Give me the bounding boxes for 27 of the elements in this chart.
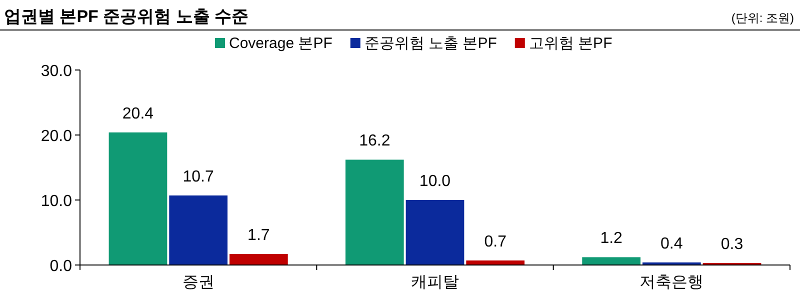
data-label: 10.7	[182, 168, 214, 186]
x-tick-label: 저축은행	[640, 274, 704, 291]
legend-label: Coverage 본PF	[229, 35, 332, 52]
bar	[108, 132, 168, 265]
legend-label: 준공위험 노출 본PF	[364, 35, 497, 52]
y-tick-label: 0.0	[50, 258, 72, 275]
chart-title: 업권별 본PF 준공위험 노출 수준	[4, 7, 249, 26]
data-label: 1.7	[248, 226, 270, 244]
bar	[582, 257, 640, 265]
data-label: 16.2	[359, 132, 390, 150]
data-label: 1.2	[600, 230, 623, 248]
data-label: 0.4	[660, 235, 683, 252]
text: (단위: 조원)	[731, 11, 794, 25]
y-tick-label: 20.0	[40, 128, 72, 145]
data-label: 10.0	[419, 173, 451, 190]
y-tick-label: 10.0	[40, 193, 72, 210]
x-tick-label: 캐피탈	[411, 274, 459, 291]
bar	[406, 200, 464, 265]
data-label: 0.3	[720, 236, 744, 254]
data-label: 20.4	[122, 105, 154, 122]
x-tick-label: 증권	[182, 274, 214, 291]
y-tick-label: 30.0	[40, 63, 72, 80]
bar	[169, 195, 228, 265]
legend-label: 고위험 본PF	[528, 35, 612, 52]
bar	[345, 160, 404, 265]
data-label: 0.7	[484, 233, 507, 250]
bar	[230, 254, 288, 265]
